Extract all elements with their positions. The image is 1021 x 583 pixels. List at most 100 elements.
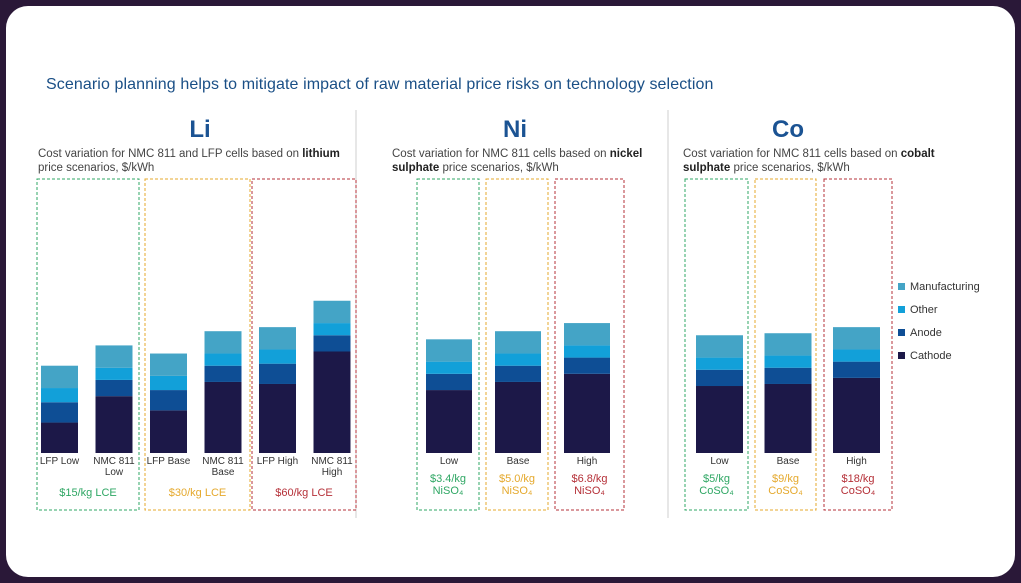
- bar-segment-cathode: [764, 383, 812, 453]
- bar-segment-cathode: [313, 351, 351, 453]
- bar-segment-other: [41, 388, 78, 403]
- subtitle-bold: lithium: [302, 148, 340, 160]
- category-label: Base: [777, 456, 800, 467]
- bar-segment-manufacturing: [696, 335, 743, 358]
- panel-heading-ni: Ni: [503, 116, 527, 143]
- bar-segment-anode: [150, 390, 187, 411]
- bar-segment-other: [696, 357, 743, 370]
- subtitle-text: price scenarios, $/kWh: [730, 162, 850, 174]
- bar-segment-other: [259, 349, 296, 364]
- bar-segment-anode: [696, 369, 743, 387]
- bar-segment-anode: [259, 363, 296, 384]
- subtitle-text: Cost variation for NMC 811 cells based o…: [392, 148, 610, 160]
- category-label: NMC 811 Low: [93, 456, 135, 478]
- scenario-box-red: [823, 178, 893, 511]
- subtitle-text: Cost variation for NMC 811 cells based o…: [683, 148, 901, 160]
- bar-segment-manufacturing: [41, 365, 78, 389]
- category-label: LFP Base: [147, 456, 191, 467]
- category-label: LFP Low: [40, 456, 80, 467]
- legend-label: Manufacturing: [910, 281, 980, 293]
- panel-heading-co: Co: [772, 116, 804, 143]
- bar-segment-other: [95, 367, 133, 380]
- scenario-price-label: $60/kg LCE: [275, 487, 332, 499]
- scenario-box-amber: [144, 178, 251, 511]
- bar-segment-manufacturing: [313, 300, 351, 324]
- legend-swatch-cathode: [898, 352, 905, 359]
- subtitle-text: price scenarios, $/kWh: [439, 162, 559, 174]
- category-label: High: [846, 456, 867, 467]
- scenario-price-label: $5/kg CoSO₄: [699, 473, 734, 497]
- bar-segment-cathode: [833, 377, 880, 453]
- bar-segment-other: [426, 361, 472, 374]
- scenario-price-label: $30/kg LCE: [169, 487, 226, 499]
- bar-segment-anode: [41, 402, 78, 423]
- bar-segment-other: [564, 345, 610, 358]
- bar-segment-anode: [204, 365, 242, 382]
- bar-segment-anode: [833, 361, 880, 378]
- scenario-price-label: $3.4/kg NiSO₄: [430, 473, 466, 497]
- scenario-price-label: $18/kg CoSO₄: [841, 473, 876, 497]
- bar-segment-other: [833, 349, 880, 362]
- scenario-box-red: [251, 178, 357, 511]
- bar-segment-other: [764, 355, 812, 368]
- scenario-box-amber: [485, 178, 549, 511]
- bar-segment-cathode: [95, 396, 133, 453]
- panel-subtitle-li: Cost variation for NMC 811 and LFP cells…: [38, 147, 358, 175]
- category-label: Base: [507, 456, 530, 467]
- subtitle-text: price scenarios, $/kWh: [38, 162, 155, 174]
- bar-segment-manufacturing: [204, 331, 242, 354]
- bar-segment-manufacturing: [495, 331, 541, 354]
- bar-segment-manufacturing: [833, 327, 880, 350]
- category-label: NMC 811 Base: [202, 456, 244, 478]
- panel-subtitle-co: Cost variation for NMC 811 cells based o…: [683, 147, 963, 175]
- bar-segment-manufacturing: [95, 345, 133, 368]
- category-label: NMC 811 High: [311, 456, 353, 478]
- bar-segment-manufacturing: [259, 327, 296, 350]
- bar-segment-anode: [564, 357, 610, 374]
- legend-swatch-anode: [898, 329, 905, 336]
- legend-swatch-manufacturing: [898, 283, 905, 290]
- bar-segment-other: [313, 323, 351, 336]
- bar-segment-cathode: [204, 381, 242, 453]
- bar-segment-cathode: [41, 422, 78, 453]
- scenario-price-label: $15/kg LCE: [59, 487, 116, 499]
- scenario-box-amber: [754, 178, 817, 511]
- bar-segment-other: [150, 375, 187, 391]
- bar-segment-anode: [495, 365, 541, 382]
- bar-segment-manufacturing: [426, 339, 472, 362]
- scenario-box-green: [684, 178, 749, 511]
- scenario-price-label: $5.0/kg NiSO₄: [499, 473, 535, 497]
- bar-segment-cathode: [495, 381, 541, 453]
- legend-label: Anode: [910, 327, 942, 339]
- scenario-box-green: [416, 178, 480, 511]
- bar-segment-cathode: [259, 383, 296, 453]
- bar-segment-other: [495, 353, 541, 366]
- legend-label: Cathode: [910, 350, 952, 362]
- legend-swatch-other: [898, 306, 905, 313]
- chart-canvas: LFP Low NMC 811 Low LFP Base NMC 811 Base LFP …: [36, 110, 980, 518]
- bar-segment-manufacturing: [764, 333, 812, 356]
- legend-label: Other: [910, 304, 938, 316]
- bar-segment-cathode: [696, 386, 743, 453]
- bar-segment-other: [204, 353, 242, 366]
- panel-heading-li: Li: [189, 116, 211, 143]
- category-label: Low: [440, 456, 459, 467]
- category-label: LFP High: [257, 456, 299, 467]
- bar-segment-anode: [313, 335, 351, 352]
- category-label: High: [577, 456, 598, 467]
- bar-segment-anode: [426, 373, 472, 391]
- subtitle-text: Cost variation for NMC 811 and LFP cells…: [38, 148, 303, 160]
- subtitle-bold: cobalt sulphate: [683, 148, 935, 174]
- bar-segment-cathode: [150, 410, 187, 453]
- bar-segment-manufacturing: [564, 323, 610, 346]
- bar-segment-anode: [764, 367, 812, 384]
- panel-subtitle-ni: Cost variation for NMC 811 cells based o…: [392, 147, 662, 175]
- bar-segment-cathode: [426, 390, 472, 453]
- category-label: Low: [710, 456, 729, 467]
- page-title: Scenario planning helps to mitigate impa…: [46, 76, 714, 93]
- bar-segment-anode: [95, 379, 133, 397]
- slide-card: LFP Low NMC 811 Low LFP Base NMC 811 Base LFP …: [6, 6, 1015, 577]
- bar-segment-cathode: [564, 373, 610, 453]
- scenario-box-green: [36, 178, 140, 511]
- scenario-price-label: $6.8/kg NiSO₄: [571, 473, 607, 497]
